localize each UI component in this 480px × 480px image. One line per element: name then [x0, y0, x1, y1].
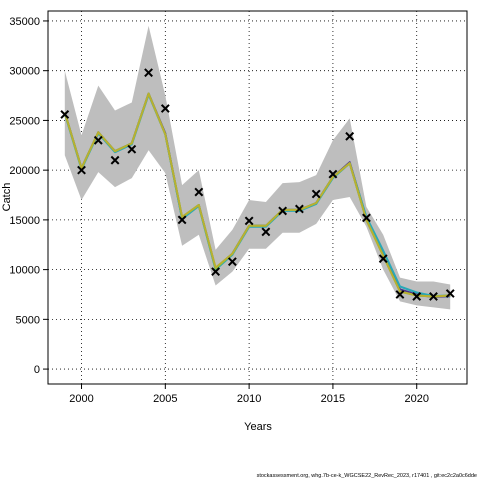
observed-point-9: [211, 267, 221, 277]
observed-point-6: [160, 104, 170, 113]
observed-point-18: [362, 213, 371, 223]
observed-point-13: [278, 206, 288, 216]
observed-point-15: [311, 189, 321, 199]
observed-point-8: [194, 187, 204, 197]
observed-point-20: [395, 290, 405, 299]
x-axis-title: Years: [244, 421, 272, 433]
footer-note: stockassessment.org, whg.7b-ce-k_WGCSE22…: [257, 473, 477, 479]
y-tick-label-4: 20000: [9, 165, 40, 177]
x-tick-label-1: 2005: [153, 393, 177, 405]
x-tick-label-2: 2010: [237, 393, 261, 405]
y-tick-label-6: 30000: [9, 66, 40, 78]
x-tick-label-4: 2020: [404, 393, 428, 405]
observed-point-4: [127, 144, 137, 154]
observed-point-19: [378, 254, 388, 264]
observed-point-10: [227, 257, 237, 267]
y-tick-label-7: 35000: [9, 16, 40, 28]
observed-point-5: [144, 68, 153, 78]
observed-point-1: [77, 165, 86, 175]
confidence-band-layer: [64, 25, 451, 310]
x-tick-label-3: 2015: [321, 393, 345, 405]
observed-point-22: [429, 292, 438, 301]
observed-point-14: [294, 204, 304, 214]
observed-point-21: [412, 292, 422, 301]
observed-point-11: [244, 216, 254, 226]
y-axis-title: Catch: [1, 183, 13, 212]
observed-point-7: [177, 215, 187, 225]
y-tick-label-1: 5000: [16, 314, 40, 326]
confidence-band: [64, 25, 451, 310]
axes-layer: 2000 2005 2010 2015 2020 0 5000 10000 15000 20000…: [9, 16, 429, 405]
x-tick-label-0: 2000: [69, 393, 93, 405]
plot-frame: [47, 10, 468, 385]
observed-point-12: [261, 227, 271, 237]
y-tick-label-2: 10000: [9, 265, 40, 277]
y-tick-label-0: 0: [34, 364, 40, 376]
observed-point-16: [328, 169, 338, 179]
observed-point-2: [93, 135, 103, 145]
observed-point-17: [345, 131, 355, 141]
observed-point-3: [110, 155, 120, 165]
observed-point-0: [60, 110, 70, 119]
y-tick-label-3: 15000: [9, 215, 40, 227]
observed-points-layer: [60, 68, 455, 301]
observed-point-23: [445, 289, 455, 298]
y-tick-label-5: 25000: [9, 115, 40, 127]
